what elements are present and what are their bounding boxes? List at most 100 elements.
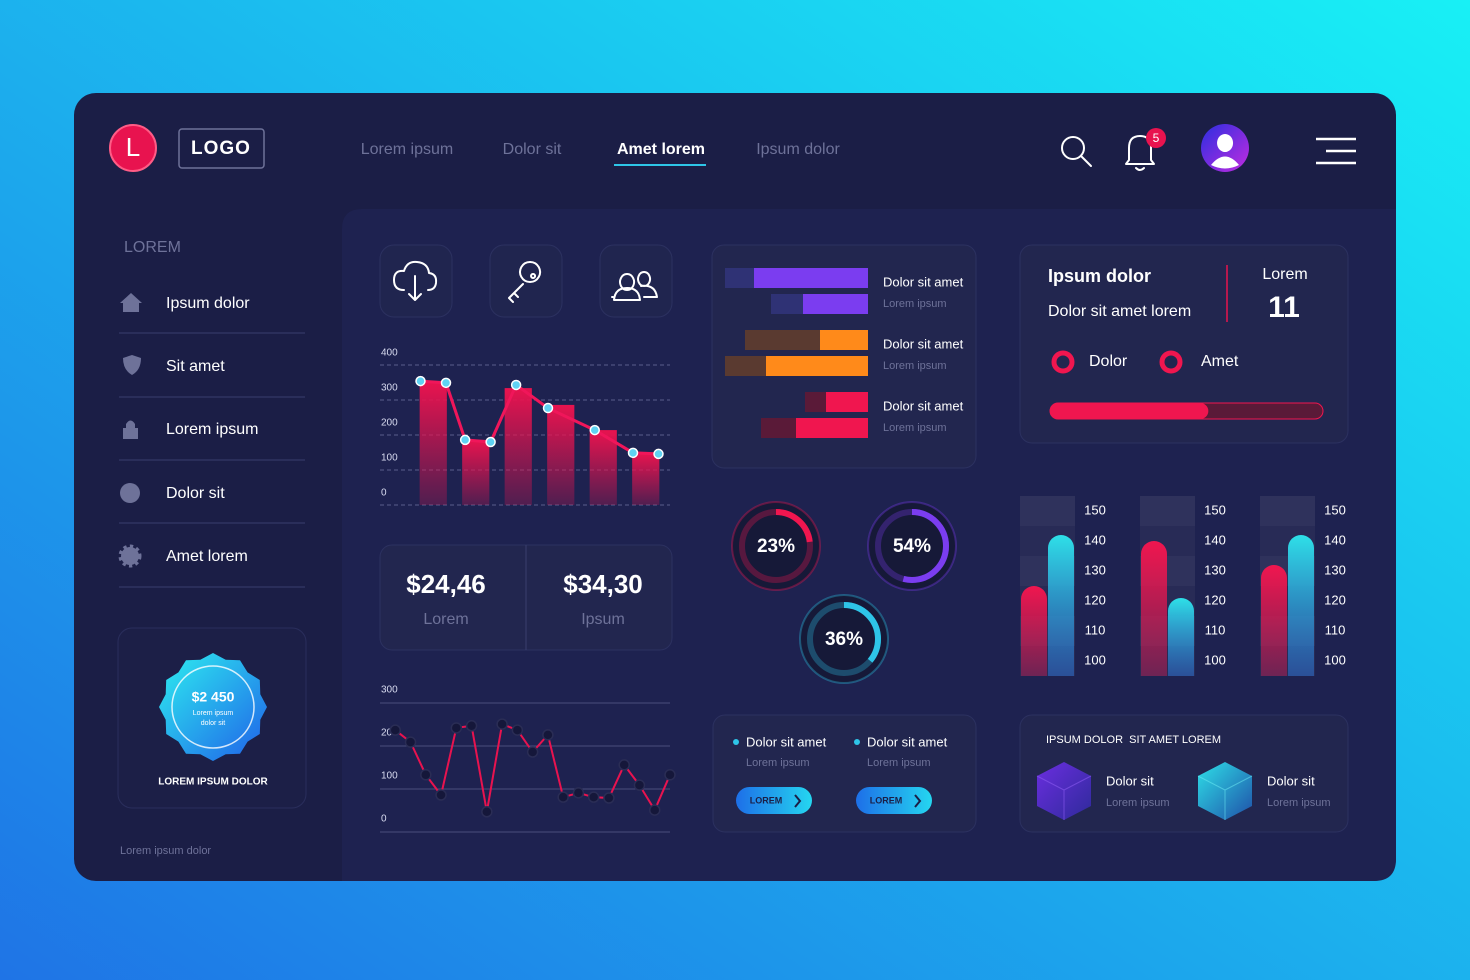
y-tick-label: 400 [381,348,398,359]
logo-box[interactable] [178,128,265,169]
y-tick-label: 110 [1085,622,1106,637]
legend-title: Dolor sit amet [867,734,948,749]
point [465,720,478,732]
bar [419,382,447,505]
cubes-title: IPSUM DOLOR SIT AMET LOREM [1046,734,1221,746]
bar [632,452,660,505]
bar [1048,535,1074,676]
progress-fill [1050,403,1209,419]
donut-label: 54% [893,536,931,557]
radio[interactable] [1051,350,1075,374]
point [404,736,417,748]
nav-link[interactable]: Dolor sit [503,141,562,158]
button-arrow [914,794,922,808]
avatar-figure [1211,134,1239,169]
info-title: Ipsum dolor [1048,266,1151,286]
point [648,804,661,816]
menu-button[interactable] [1316,137,1356,165]
bar-segment [796,418,868,438]
sidebar-item[interactable]: Sit amet [166,358,225,375]
y-tick-label: 100 [1084,652,1106,667]
count: 11 [1268,291,1300,324]
y-tick-label: 200 [381,728,398,739]
sidebar-item[interactable]: Lorem ipsum [166,421,258,438]
bar-segment [820,330,868,350]
y-tick-label: 100 [1324,652,1346,667]
logo-mark[interactable] [109,124,157,172]
bar-segment [761,418,796,438]
nav-link[interactable]: Lorem ipsum [361,141,453,158]
point [510,379,522,391]
stat-label: Ipsum [581,611,625,628]
cubes-panel [1019,714,1349,833]
stripe [1140,496,1195,526]
count-label: Lorem [1262,266,1307,283]
bar-segment [766,356,868,376]
nav-link-active[interactable]: Amet lorem [617,141,705,158]
hbar-label: Dolor sit amet [883,274,964,289]
y-tick-label: 120 [1204,592,1226,607]
logo: LOGO [191,138,251,159]
point [589,424,600,436]
y-tick-label: 200 [381,418,398,429]
stat-value: $34,30 [563,569,643,599]
legend-dot [733,739,739,745]
donut-arc [875,509,949,583]
radio-label[interactable]: Dolor [1089,353,1128,370]
sidebar-item[interactable]: Dolor sit [166,485,225,502]
sidebar-item[interactable]: Ipsum dolor [166,295,250,312]
sidebar-icons [118,293,142,568]
point [627,447,639,459]
point [485,436,496,448]
donut-label: 36% [825,629,863,650]
sidebar-item[interactable]: Amet lorem [166,548,248,565]
donut-label: 23% [757,536,795,557]
point [542,729,554,741]
icon-tiles [379,244,673,318]
y-tick-label: 0 [381,488,387,499]
y-tick-label: 0 [381,814,387,825]
legend-dot [854,739,860,745]
bar-segment [725,356,766,376]
badge-ring [171,665,255,749]
point [435,789,447,801]
point [496,718,508,730]
bar [1168,598,1194,676]
bar [1141,541,1167,676]
notifications-button[interactable] [1125,135,1155,171]
y-tick-label: 150 [1204,502,1226,517]
y-tick-label: 130 [1324,562,1346,577]
point [572,787,585,799]
legend-subtitle: Lorem ipsum [867,757,931,769]
point [542,402,554,414]
cube-edges [1197,775,1253,820]
y-tick-label: 110 [1325,622,1346,637]
y-tick-label: 300 [381,685,398,696]
badge-seal [159,653,267,761]
point [481,806,493,818]
y-tick-label: 140 [1204,532,1226,547]
y-tick-label: 130 [1204,562,1226,577]
cube-title: Dolor sit [1106,773,1154,788]
search-button[interactable] [1061,136,1092,167]
point [587,791,600,803]
y-tick-label: 150 [1324,502,1346,517]
bar [504,388,532,505]
point [526,746,539,758]
button-label: LOREM [750,795,783,805]
nav-link[interactable]: Ipsum dolor [756,141,840,158]
stripe [1020,496,1075,526]
button[interactable] [856,787,932,814]
stripe [1260,496,1315,526]
button-arrow [794,794,802,808]
y-tick-label: 100 [381,453,398,464]
radio[interactable] [1159,350,1183,374]
radio-label[interactable]: Amet [1201,353,1239,370]
bar-segment [745,330,820,350]
button[interactable] [736,787,812,814]
tile[interactable] [599,244,673,318]
y-tick-label: 140 [1324,532,1346,547]
point [440,377,452,389]
bar-segment [754,268,868,288]
